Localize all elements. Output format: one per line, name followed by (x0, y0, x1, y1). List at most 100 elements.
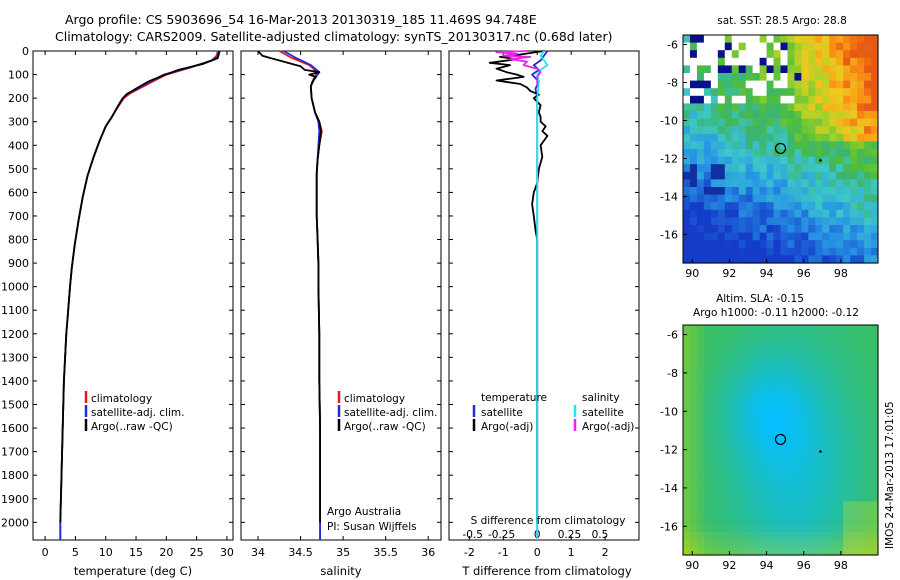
map-cell (815, 65, 823, 74)
map-cell (773, 209, 782, 218)
map-cell (703, 401, 712, 410)
map-cell (703, 240, 712, 249)
map-cell (696, 255, 705, 264)
x-tick-label: 25 (190, 546, 204, 559)
map-cell (857, 209, 865, 218)
map-cell (731, 509, 740, 518)
map-cell (801, 463, 809, 472)
map-cell (773, 202, 782, 211)
map-cell (752, 478, 761, 487)
map-frame (682, 34, 879, 264)
map-cell (794, 95, 802, 104)
map-cell (731, 156, 740, 165)
map-cell (871, 73, 879, 82)
map-cell (759, 348, 768, 357)
map-cell (815, 509, 823, 518)
map-cell (801, 486, 809, 495)
map-cell (752, 332, 761, 341)
map-cell (843, 209, 851, 218)
map-cell (759, 363, 768, 372)
map-cell (857, 80, 865, 89)
map-cell (689, 340, 698, 349)
map-cell (745, 171, 754, 180)
map-cell (780, 417, 789, 426)
series-line-argo-raw-qc- (257, 50, 322, 523)
map-cell (808, 409, 816, 418)
map-cell (724, 202, 733, 211)
map-cell (696, 478, 705, 487)
map-cell (696, 493, 705, 502)
map-cell (801, 355, 809, 364)
map-cell (808, 65, 816, 74)
map-cell (836, 202, 844, 211)
map-cell (850, 524, 858, 533)
map-cell (836, 65, 844, 74)
x-tick-label: -1 (498, 546, 509, 559)
y-tick-label: 400 (8, 139, 29, 152)
map-cell (857, 371, 865, 380)
map-cell (871, 532, 879, 541)
map-cell (717, 118, 726, 127)
map-cell (731, 247, 740, 256)
map-cell (843, 401, 851, 410)
map-cell (766, 455, 775, 464)
map-cell (738, 401, 747, 410)
map-cell (829, 470, 837, 479)
map-cell (780, 463, 789, 472)
map-cell (808, 103, 816, 112)
map-cell (766, 325, 775, 334)
map-cell (857, 171, 865, 180)
map-cell (689, 332, 698, 341)
map-cell (864, 340, 872, 349)
map-cell (759, 217, 768, 226)
map-cell (801, 50, 809, 59)
map-cell (696, 340, 705, 349)
map-cell (766, 440, 775, 449)
map-cell (857, 156, 865, 165)
map-cell (822, 156, 830, 165)
map-cell (850, 255, 858, 264)
map-cell (731, 440, 740, 449)
map-cell (703, 35, 712, 44)
map-cell (689, 355, 698, 364)
map-cell (717, 440, 726, 449)
map-cell (822, 247, 830, 256)
map-cell (752, 247, 761, 256)
map-cell (871, 355, 879, 364)
map-cell (857, 118, 865, 127)
map-x-tick-label: 96 (797, 559, 811, 572)
map-cell (794, 240, 802, 249)
map-cell (703, 187, 712, 196)
map-cell (703, 255, 712, 264)
map-cell (801, 95, 809, 104)
map-cell (780, 50, 789, 59)
map-cell (724, 57, 733, 66)
map-cell (724, 340, 733, 349)
map-cell (724, 247, 733, 256)
map-cell (773, 371, 782, 380)
map-cell (850, 50, 858, 59)
map-cell (864, 463, 872, 472)
map-cell (710, 363, 719, 372)
map-cell (815, 88, 823, 97)
map-cell (857, 493, 865, 502)
map-cell (780, 194, 789, 203)
map-cell (857, 394, 865, 403)
map-cell (850, 340, 858, 349)
map-cell (752, 255, 761, 264)
map-cell (773, 73, 782, 82)
map-cell (696, 156, 705, 165)
map-cell (710, 325, 719, 334)
map-cell (724, 463, 733, 472)
map-cell (738, 133, 747, 142)
map-cell (766, 80, 775, 89)
map-cell (843, 547, 851, 556)
top-x-tick-label: 0.25 (558, 529, 581, 541)
map-cell (683, 394, 691, 403)
map-cell (738, 232, 747, 241)
map-cell (689, 171, 698, 180)
map-cell (850, 187, 858, 196)
map-cell (683, 455, 691, 464)
map-cell (773, 516, 782, 525)
map-cell (717, 463, 726, 472)
